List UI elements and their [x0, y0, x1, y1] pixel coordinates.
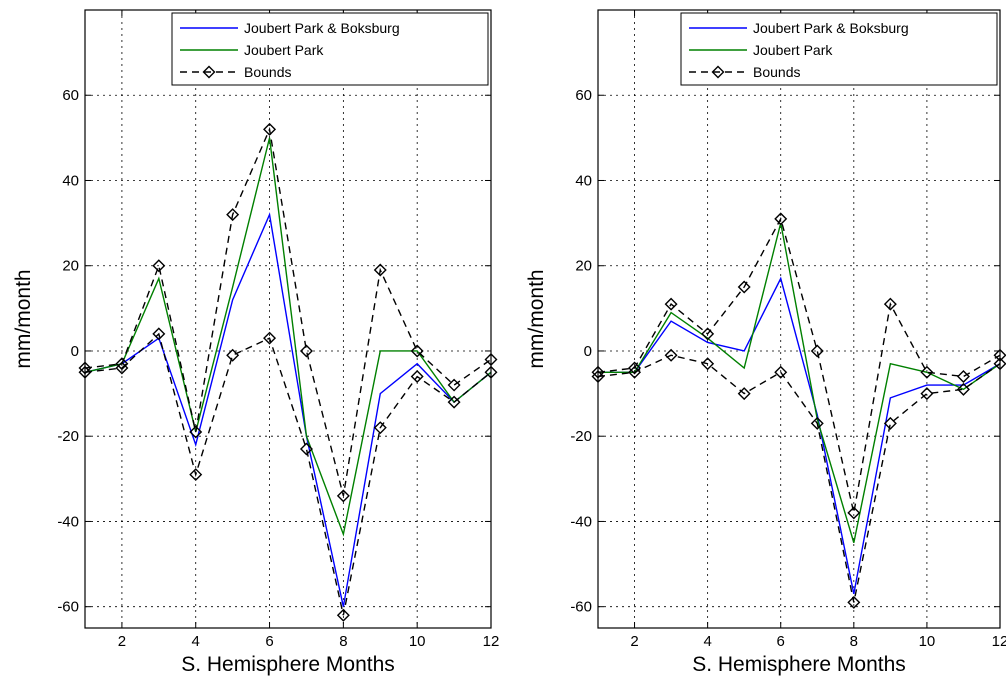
- data-point-marker: [299, 442, 313, 456]
- x-tick-label: 10: [919, 633, 936, 650]
- data-point-marker: [336, 608, 350, 622]
- series-line-4: [597, 354, 1001, 603]
- data-point-marker: [263, 331, 277, 345]
- data-point-marker: [920, 387, 934, 401]
- data-point-marker: [115, 357, 129, 371]
- data-point-marker: [737, 280, 751, 294]
- data-point-marker: [152, 259, 166, 273]
- x-tick-label: 4: [703, 633, 711, 650]
- legend-label: Joubert Park: [244, 42, 324, 58]
- data-point-marker: [410, 344, 424, 358]
- axes-frame: [84, 9, 492, 629]
- y-tick-label: -20: [57, 428, 79, 445]
- data-point-marker: [774, 212, 788, 226]
- y-tick-label: 40: [575, 172, 592, 189]
- data-point-marker: [664, 297, 678, 311]
- y-axis-label: mm/month: [525, 269, 548, 368]
- y-tick-label: 0: [584, 343, 592, 360]
- y-tick-label: 60: [575, 87, 592, 104]
- y-tick-label: 20: [62, 258, 79, 275]
- legend-label: Joubert Park & Boksburg: [244, 20, 400, 36]
- x-tick-label: 8: [339, 633, 347, 650]
- data-point-marker: [664, 348, 678, 362]
- data-point-marker: [883, 416, 897, 430]
- legend: Joubert Park & Boksburg Joubert Park Bound…: [171, 12, 489, 86]
- x-tick-label: 12: [483, 633, 500, 650]
- series-line-2: [84, 137, 492, 537]
- axes-frame: [597, 9, 1001, 629]
- x-tick-label: 6: [265, 633, 273, 650]
- y-tick-label: 40: [62, 172, 79, 189]
- data-point-marker: [847, 506, 861, 520]
- x-axis-label: S. Hemisphere Months: [692, 653, 906, 676]
- series-line-1: [84, 212, 492, 607]
- y-axis-label: mm/month: [12, 269, 35, 368]
- series-line-4: [84, 332, 492, 616]
- series-line-1: [598, 276, 1001, 595]
- data-point-marker: [701, 357, 715, 371]
- data-point-marker: [956, 382, 970, 396]
- data-point-marker: [628, 361, 642, 375]
- data-point-marker: [226, 208, 240, 222]
- y-tick-label: 60: [62, 87, 79, 104]
- data-point-marker: [373, 263, 387, 277]
- data-point-marker: [701, 327, 715, 341]
- data-point-marker: [373, 421, 387, 435]
- y-tick-label: -40: [570, 513, 592, 530]
- legend: Joubert Park & Boksburg Joubert Park Bound…: [680, 12, 998, 86]
- data-point-marker: [628, 365, 642, 379]
- data-point-marker: [810, 416, 824, 430]
- x-tick-label: 10: [409, 633, 426, 650]
- series-line-3: [597, 216, 1001, 514]
- legend-marker: [202, 65, 216, 79]
- data-point-marker: [956, 370, 970, 384]
- data-point-marker: [152, 327, 166, 341]
- chart-panel-2: 2 4 6 8 10 12 -60 -40 -20 0 20 40 60 S. Hemisphere Mo…: [525, 9, 1006, 676]
- x-tick-label: 6: [777, 633, 785, 650]
- y-tick-label: -60: [570, 599, 592, 616]
- x-tick-label: 8: [850, 633, 858, 650]
- legend-box: [680, 12, 998, 86]
- y-tick-label: -40: [57, 513, 79, 530]
- y-tick-label: 0: [71, 343, 79, 360]
- legend-label: Joubert Park & Boksburg: [753, 20, 909, 36]
- data-point-marker: [189, 468, 203, 482]
- data-point-marker: [737, 387, 751, 401]
- data-point-marker: [447, 378, 461, 392]
- data-point-marker: [263, 122, 277, 136]
- x-tick-label: 2: [630, 633, 638, 650]
- data-point-marker: [226, 348, 240, 362]
- x-axis-label: S. Hemisphere Months: [181, 653, 395, 676]
- data-point-marker: [115, 361, 129, 375]
- legend-marker: [711, 65, 725, 79]
- data-point-marker: [299, 344, 313, 358]
- y-tick-label: -20: [570, 428, 592, 445]
- data-point-marker: [410, 370, 424, 384]
- data-point-marker: [920, 365, 934, 379]
- y-tick-label: 20: [575, 258, 592, 275]
- x-tick-label: 4: [192, 633, 200, 650]
- x-tick-label: 2: [118, 633, 126, 650]
- data-point-marker: [774, 365, 788, 379]
- data-point-marker: [847, 595, 861, 609]
- x-tick-label: 12: [992, 633, 1006, 650]
- data-point-marker: [189, 425, 203, 439]
- data-point-marker: [447, 395, 461, 409]
- legend-label: Bounds: [753, 64, 800, 80]
- data-point-marker: [336, 489, 350, 503]
- y-tick-label: -60: [57, 599, 79, 616]
- data-point-marker: [810, 344, 824, 358]
- series-line-3: [84, 126, 492, 497]
- series-line-2: [598, 222, 1001, 543]
- legend-label: Joubert Park: [753, 42, 833, 58]
- legend-label: Bounds: [244, 64, 291, 80]
- chart-panel-1: 2 4 6 8 10 12 -60 -40 -20 0 20 40 60 S. Hemisphere Mo…: [12, 9, 500, 676]
- legend-box: [171, 12, 489, 86]
- data-point-marker: [883, 297, 897, 311]
